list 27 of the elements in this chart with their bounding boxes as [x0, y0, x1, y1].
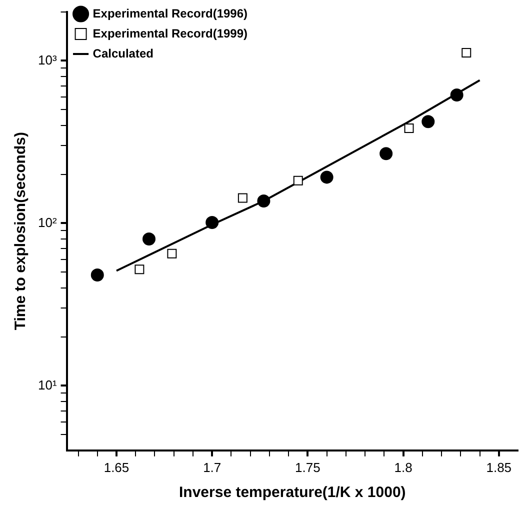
point	[462, 48, 472, 58]
legend-label: Experimental Record(1996)	[92, 6, 248, 20]
point	[206, 216, 219, 230]
point	[90, 268, 104, 282]
point	[422, 115, 435, 128]
point	[238, 193, 248, 203]
point	[142, 232, 156, 246]
point	[404, 124, 414, 134]
x-tick-label: 1.75	[295, 460, 320, 475]
y-tick-label: 10¹	[38, 377, 58, 392]
y-axis-title: Time to explosion(seconds)	[12, 132, 30, 330]
y-tick-label: 10²	[38, 214, 58, 230]
x-tick-label: 1.8	[394, 460, 412, 475]
point	[257, 194, 270, 208]
point	[293, 176, 303, 186]
point	[320, 170, 334, 184]
point	[450, 88, 464, 102]
x-tick-label: 1.65	[104, 460, 130, 475]
x-axis-title: Inverse temperature(1/K x 1000)	[179, 484, 406, 502]
point	[380, 147, 393, 160]
x-tick-label: 1.85	[486, 460, 512, 475]
point	[134, 264, 144, 274]
legend-label: Experimental Record(1999)	[92, 26, 248, 40]
y-tick-label: 10³	[38, 52, 58, 68]
x-tick-label: 1.7	[203, 460, 222, 475]
legend-label: Calculated	[92, 46, 154, 60]
point	[167, 248, 177, 258]
